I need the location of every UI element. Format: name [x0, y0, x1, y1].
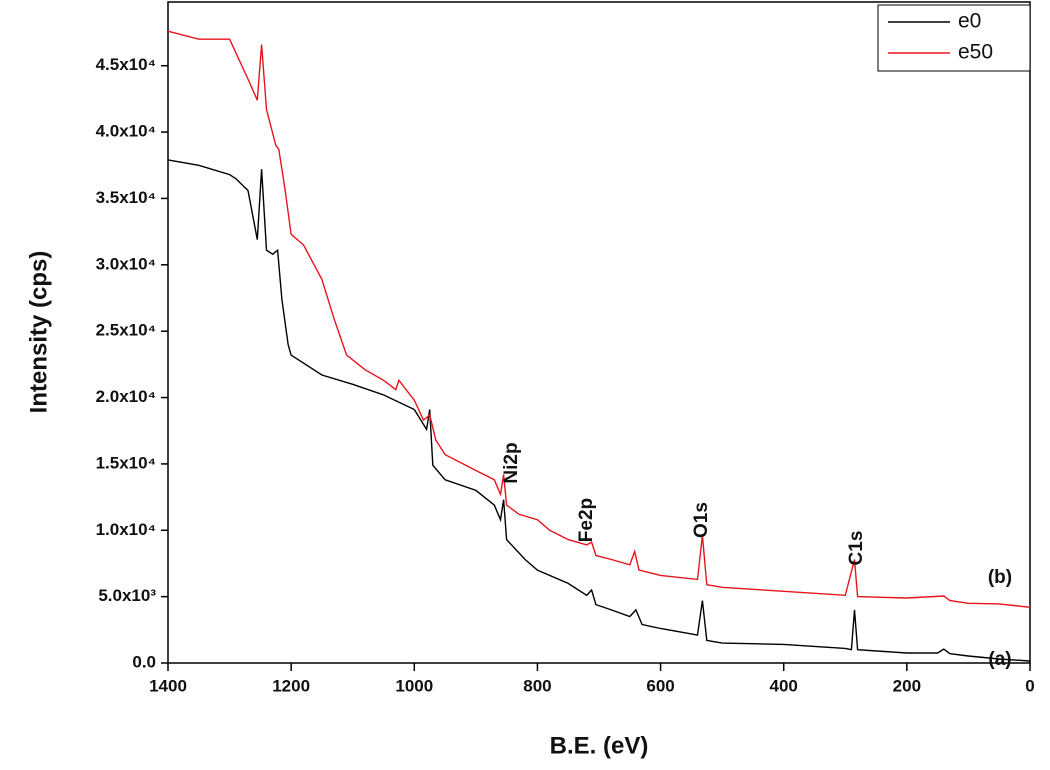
x-tick-label: 200 [893, 676, 921, 695]
y-tick-label: 3.5x10⁴ [96, 188, 156, 207]
series-line [167, 159, 1031, 662]
y-tick-label: 5.0x10³ [98, 586, 156, 605]
x-tick-label: 400 [770, 676, 798, 695]
x-tick-label: 800 [523, 676, 551, 695]
legend-box [877, 4, 1031, 72]
annotation: O1s [691, 502, 712, 538]
y-tick-label: 4.0x10⁴ [96, 122, 156, 141]
x-tick-label: 1000 [395, 676, 433, 695]
annotation: (a) [988, 649, 1011, 670]
y-tick-label: 0.0 [132, 652, 156, 671]
series-line [167, 30, 1031, 608]
y-axis-label: Intensity (cps) [25, 251, 52, 414]
x-tick-label: 1400 [149, 676, 187, 695]
annotation: (b) [988, 567, 1012, 588]
y-tick-label: 1.5x10⁴ [96, 453, 156, 472]
legend-label: e50 [958, 41, 993, 64]
x-axis-label: B.E. (eV) [550, 732, 649, 759]
annotation: C1s [846, 531, 867, 566]
y-tick-label: 1.0x10⁴ [96, 520, 156, 539]
y-tick-label: 3.0x10⁴ [96, 254, 156, 273]
annotation: Ni2p [501, 442, 522, 483]
x-tick-label: 600 [646, 676, 674, 695]
y-tick-label: 4.5x10⁴ [96, 55, 156, 74]
annotation: Fe2p [576, 498, 597, 542]
plot-frame [167, 1, 1031, 664]
legend-label: e0 [958, 10, 981, 33]
x-tick-label: 1200 [272, 676, 310, 695]
x-tick-label: 0 [1025, 676, 1034, 695]
y-tick-label: 2.0x10⁴ [96, 387, 156, 406]
y-tick-label: 2.5x10⁴ [96, 321, 156, 340]
